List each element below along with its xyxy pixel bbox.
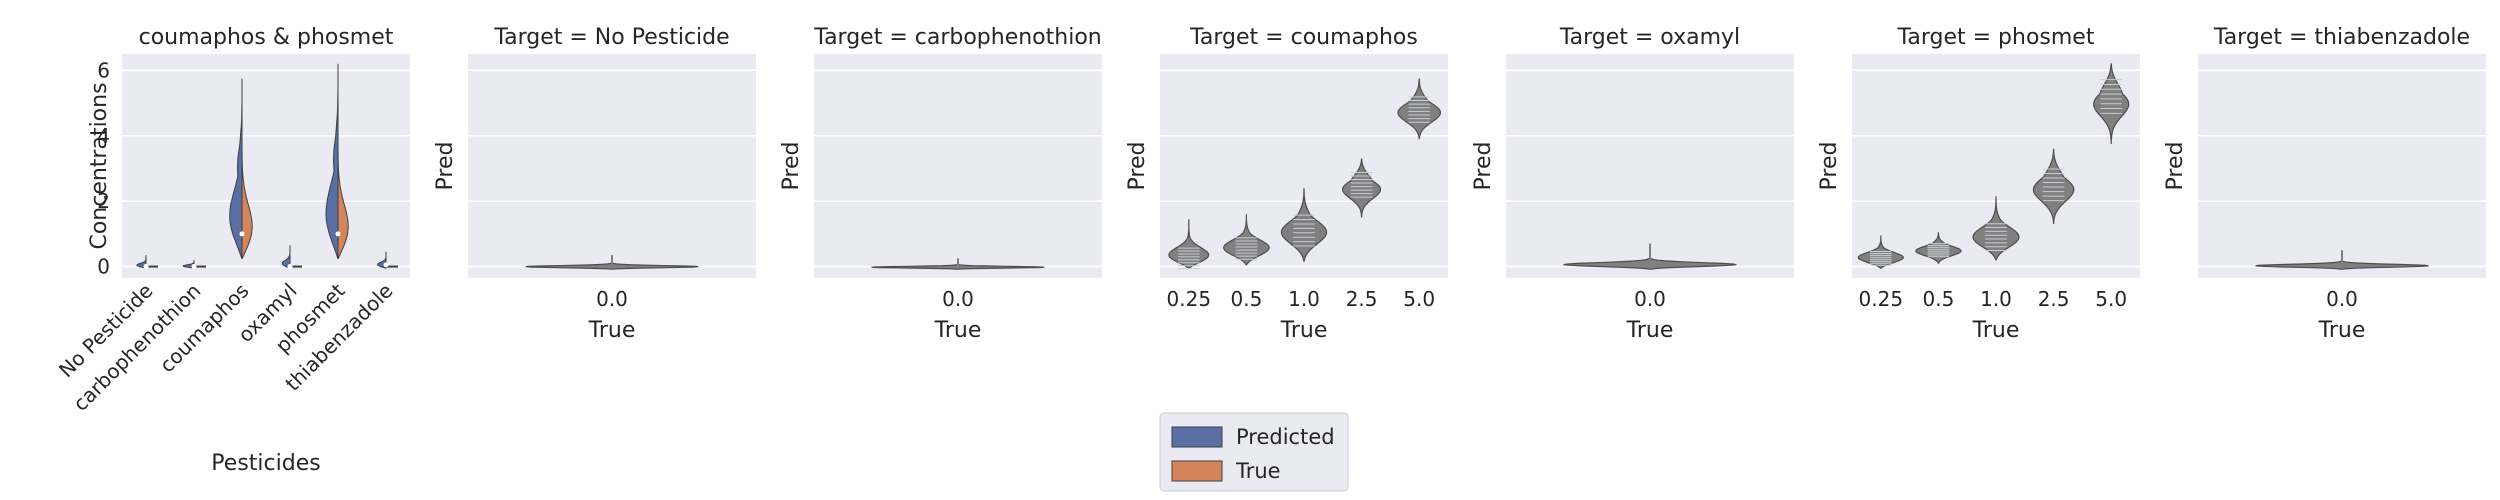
y-axis-label: Pred bbox=[1817, 142, 1842, 191]
panel-title: Target = coumaphos bbox=[1189, 25, 1418, 50]
median-marker bbox=[383, 262, 389, 268]
x-tick-label: 0.0 bbox=[942, 287, 974, 311]
violin-true bbox=[241, 103, 253, 259]
x-tick-label: 1.0 bbox=[1980, 287, 2012, 311]
panel-1: Target = No Pesticide Pred 0.0 True bbox=[433, 25, 756, 343]
y-tick-label: 4 bbox=[97, 124, 110, 148]
violin-predicted bbox=[136, 255, 147, 269]
median-marker bbox=[287, 264, 293, 270]
legend: Predicted True bbox=[1159, 412, 1349, 492]
y-axis-label: Pred bbox=[2163, 142, 2188, 191]
panel-4: Target = oxamyl Pred 0.0 True bbox=[1471, 25, 1794, 343]
x-tick-label: 0.25 bbox=[1167, 287, 1212, 311]
y-axis-label: Concentrations bbox=[87, 82, 112, 249]
x-axis-label: True bbox=[2318, 318, 2366, 343]
x-tick-label: 0.25 bbox=[1859, 287, 1904, 311]
panel-title: Target = carbophenothion bbox=[813, 25, 1101, 50]
legend-swatch bbox=[1171, 460, 1223, 482]
x-tick-label: 0.0 bbox=[2326, 287, 2358, 311]
violin bbox=[1168, 219, 1210, 269]
median-marker bbox=[335, 231, 341, 237]
y-axis-label: Pred bbox=[433, 142, 458, 191]
panel-title: coumaphos & phosmet bbox=[139, 25, 394, 50]
x-axis-label: True bbox=[1626, 318, 1674, 343]
panel-title: Target = No Pesticide bbox=[493, 25, 729, 50]
x-axis-label: True bbox=[1280, 318, 1328, 343]
plot-area bbox=[814, 54, 1102, 278]
x-tick-label: 0.5 bbox=[1230, 287, 1262, 311]
panel-title: Target = thiabenzadole bbox=[2213, 25, 2470, 50]
x-tick-label: 0.0 bbox=[1634, 287, 1666, 311]
median-marker bbox=[143, 264, 149, 270]
y-tick-label: 0 bbox=[97, 255, 110, 279]
x-tick-label: 5.0 bbox=[1403, 287, 1435, 311]
median-marker bbox=[191, 264, 197, 270]
panel-2: Target = carbophenothion Pred 0.0 True bbox=[779, 25, 1102, 343]
panel-title: Target = oxamyl bbox=[1559, 25, 1740, 50]
y-tick-label: 6 bbox=[97, 58, 110, 82]
x-axis-label: Pesticides bbox=[211, 451, 320, 476]
x-tick-label: 1.0 bbox=[1288, 287, 1320, 311]
violin bbox=[1341, 158, 1382, 218]
panel-0: coumaphos & phosmetConcentrations0246No … bbox=[54, 25, 410, 476]
median-marker bbox=[239, 231, 245, 237]
x-axis-label: True bbox=[1972, 318, 2020, 343]
x-axis-label: True bbox=[588, 318, 636, 343]
panel-6: Target = thiabenzadole Pred 0.0 True bbox=[2163, 25, 2486, 343]
x-tick-label: 5.0 bbox=[2095, 287, 2127, 311]
violin-predicted bbox=[281, 245, 291, 269]
violin-true bbox=[337, 103, 349, 259]
x-tick-label: 2.5 bbox=[1346, 287, 1378, 311]
y-axis-label: Pred bbox=[1125, 142, 1150, 191]
y-axis-label: Pred bbox=[1471, 142, 1496, 191]
x-tick-label: 0.5 bbox=[1922, 287, 1954, 311]
plot-area bbox=[122, 54, 410, 278]
plot-area bbox=[2198, 54, 2486, 278]
violin bbox=[2032, 148, 2075, 225]
violin bbox=[1972, 196, 2020, 261]
violin bbox=[1397, 78, 1441, 140]
x-tick-label: 0.0 bbox=[596, 287, 628, 311]
legend-label: True bbox=[1235, 459, 1281, 483]
x-axis-label: True bbox=[934, 318, 982, 343]
x-tick-label: 2.5 bbox=[2038, 287, 2070, 311]
panel-5: Target = phosmet Pred 0.25 0.5 1.0 2.5 5.0 True bbox=[1817, 25, 2140, 343]
legend-label: Predicted bbox=[1236, 425, 1335, 449]
violin bbox=[1280, 188, 1328, 262]
violin bbox=[1223, 214, 1270, 266]
panel-title: Target = phosmet bbox=[1897, 25, 2095, 50]
legend-swatch bbox=[1171, 426, 1223, 448]
plot-area bbox=[1506, 54, 1794, 278]
panel-3: Target = coumaphos Pred 0.25 0.5 1.0 2.5 5.0 Tr… bbox=[1125, 25, 1448, 343]
plot-area bbox=[468, 54, 756, 278]
y-axis-label: Pred bbox=[779, 142, 804, 191]
y-tick-label: 2 bbox=[97, 189, 110, 213]
